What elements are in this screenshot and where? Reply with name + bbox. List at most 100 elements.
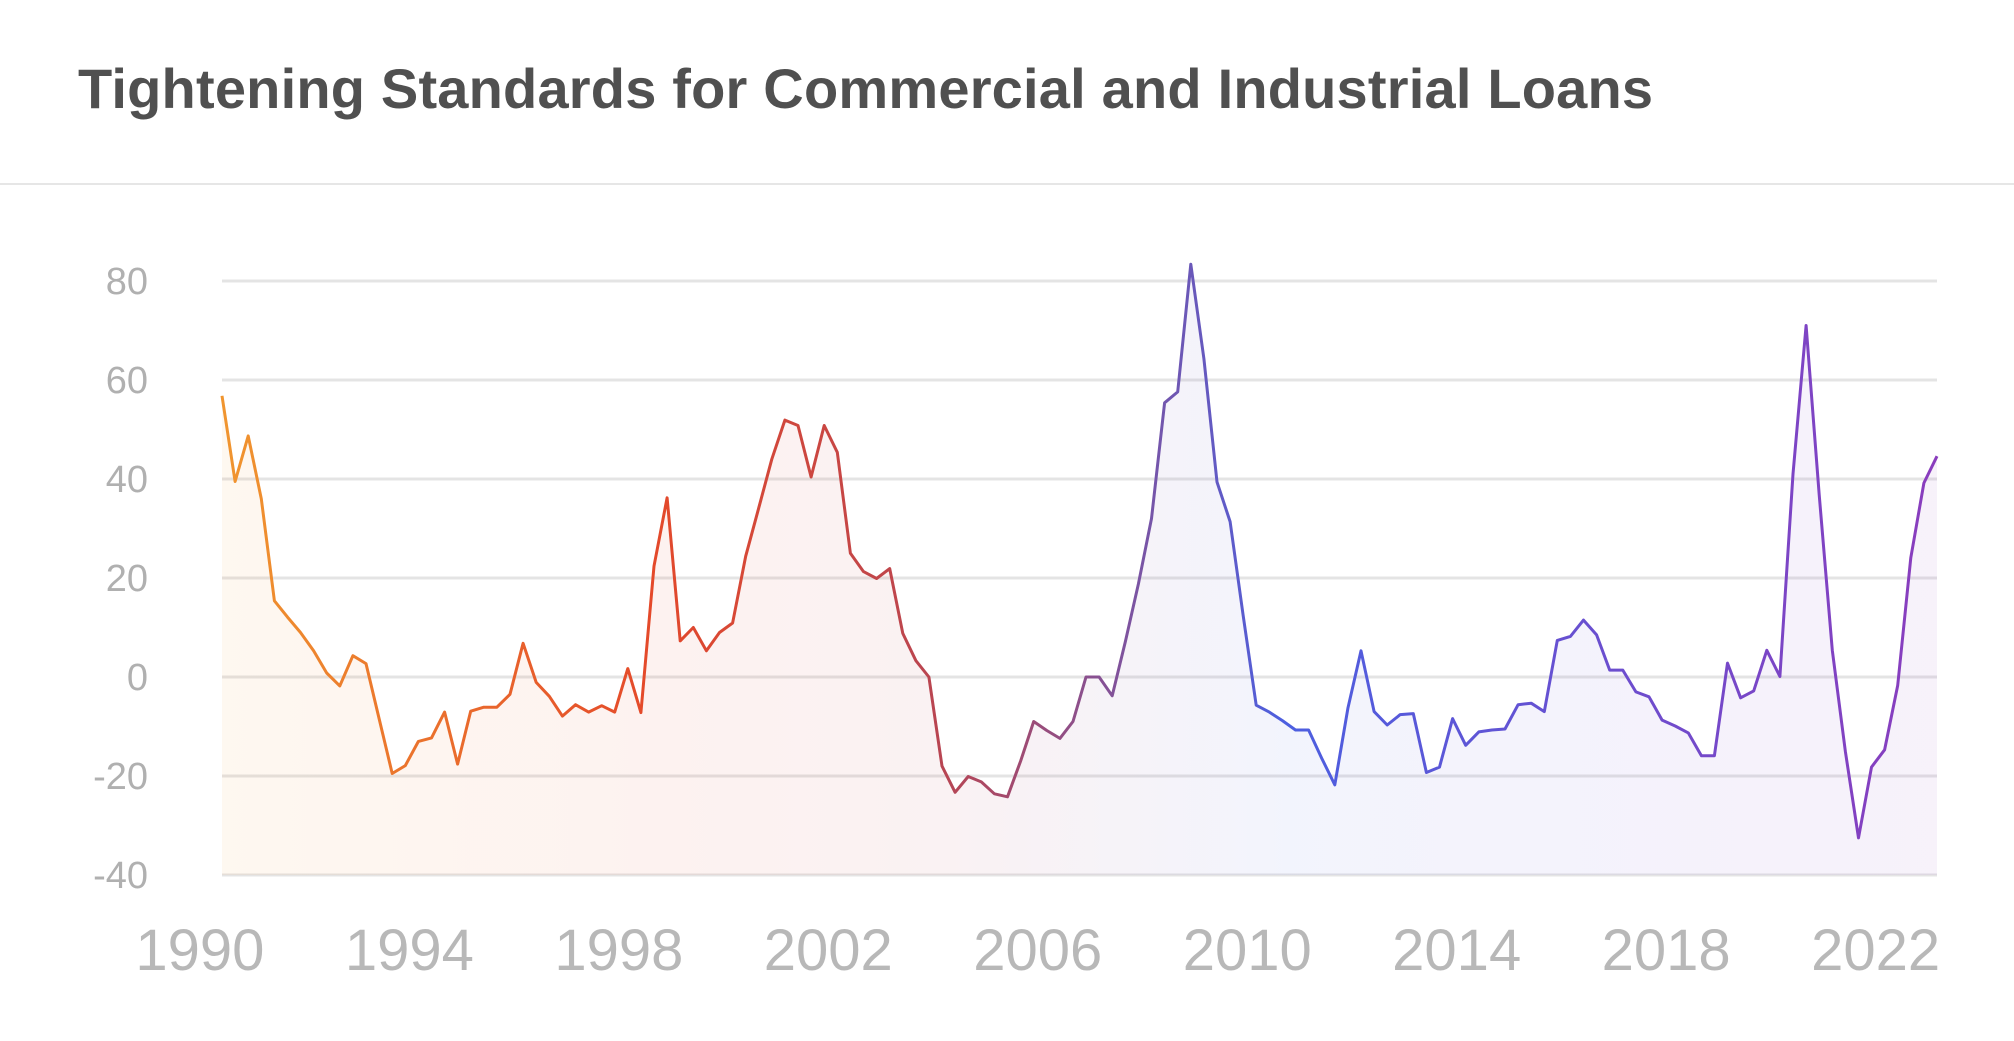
data-point — [286, 616, 289, 619]
data-point — [1124, 640, 1127, 643]
data-point — [1045, 729, 1048, 732]
x-axis: 1990 1994 1998 2002 2006 2010 2014 2018 2022 — [135, 918, 1940, 983]
data-point — [1229, 520, 1232, 523]
data-point — [1307, 728, 1310, 731]
data-point — [325, 672, 328, 675]
data-point — [1399, 713, 1402, 716]
x-tick-label: 1994 — [345, 918, 474, 983]
data-point — [221, 394, 224, 397]
data-point — [260, 497, 263, 500]
data-point — [1176, 390, 1179, 393]
data-point — [849, 552, 852, 555]
data-point — [666, 496, 669, 499]
data-point — [993, 792, 996, 795]
data-point — [1111, 694, 1114, 697]
data-point — [1857, 836, 1860, 839]
data-point — [312, 649, 315, 652]
data-point — [1765, 649, 1768, 652]
data-point — [1202, 357, 1205, 360]
data-point — [1818, 493, 1821, 496]
data-point — [1019, 760, 1022, 763]
data-point — [639, 711, 642, 714]
data-point — [626, 667, 629, 670]
data-point — [1621, 669, 1624, 672]
area-fill — [222, 264, 1937, 875]
data-point — [430, 736, 433, 739]
y-axis: 80 60 40 20 0 -20 -40 — [93, 261, 148, 897]
chart-title: Tightening Standards for Commercial and … — [78, 57, 1654, 120]
data-point — [1503, 727, 1506, 730]
data-point — [613, 711, 616, 714]
data-point — [1438, 766, 1441, 769]
data-point — [1647, 695, 1650, 698]
y-tick-label: 40 — [106, 459, 148, 501]
data-point — [535, 681, 538, 684]
data-point — [1346, 707, 1349, 710]
data-point — [980, 780, 983, 783]
y-tick-label: 0 — [127, 657, 148, 699]
data-point — [1922, 481, 1925, 484]
data-point — [1490, 728, 1493, 731]
data-point — [1517, 703, 1520, 706]
data-point — [600, 704, 603, 707]
series-line — [220, 262, 1939, 840]
data-point — [1805, 324, 1808, 327]
data-point — [1739, 696, 1742, 699]
data-point — [1268, 711, 1271, 714]
data-point — [914, 659, 917, 662]
data-point — [836, 451, 839, 454]
data-point — [443, 711, 446, 714]
data-point — [1936, 455, 1939, 458]
data-point — [941, 765, 944, 768]
data-point — [653, 565, 656, 568]
data-point — [1909, 556, 1912, 559]
data-point — [744, 555, 747, 558]
data-point — [1386, 724, 1389, 727]
data-point — [1896, 684, 1899, 687]
header-divider — [0, 183, 2014, 185]
data-point — [1071, 720, 1074, 723]
data-point — [757, 506, 760, 509]
y-tick-label: 20 — [106, 558, 148, 600]
data-point — [587, 711, 590, 714]
data-point — [1189, 263, 1192, 266]
data-point — [548, 695, 551, 698]
data-point — [1255, 704, 1258, 707]
data-point — [810, 476, 813, 479]
y-tick-label: -40 — [93, 855, 148, 897]
data-point — [1687, 731, 1690, 734]
data-point — [509, 693, 512, 696]
x-tick-label: 1990 — [135, 918, 264, 983]
x-tick-label: 2002 — [764, 918, 893, 983]
data-point — [1870, 766, 1873, 769]
data-point — [338, 684, 341, 687]
data-point — [718, 631, 721, 634]
data-point — [1556, 639, 1559, 642]
data-point — [351, 654, 354, 657]
data-point — [770, 458, 773, 461]
data-point — [1425, 771, 1428, 774]
data-point — [1752, 689, 1755, 692]
x-tick-label: 1998 — [554, 918, 683, 983]
data-point — [1778, 675, 1781, 678]
data-point — [1163, 401, 1166, 404]
data-point — [1700, 754, 1703, 757]
data-point — [1595, 633, 1598, 636]
data-point — [1726, 662, 1729, 665]
data-point — [456, 763, 459, 766]
data-point — [1412, 712, 1415, 715]
data-point — [1582, 619, 1585, 622]
data-point — [1032, 720, 1035, 723]
data-point — [365, 662, 368, 665]
data-point — [299, 631, 302, 634]
data-point — [823, 424, 826, 427]
data-point — [888, 567, 891, 570]
data-point — [927, 676, 930, 679]
y-tick-label: 60 — [106, 360, 148, 402]
data-point — [1464, 744, 1467, 747]
data-point — [1137, 582, 1140, 585]
data-point — [1634, 690, 1637, 693]
data-point — [1281, 719, 1284, 722]
data-point — [692, 626, 695, 629]
